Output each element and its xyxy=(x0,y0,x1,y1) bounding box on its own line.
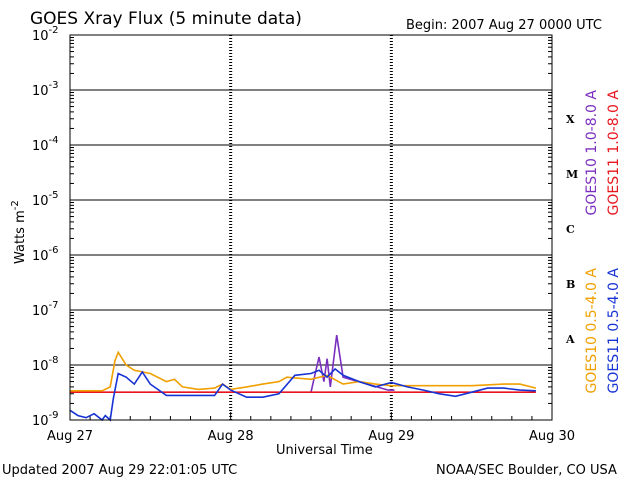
flare-class-labels: X M C B A xyxy=(565,113,578,346)
axis-ticks xyxy=(69,37,553,420)
x-tick-labels: Aug 27 Aug 28 Aug 29 Aug 30 xyxy=(47,429,575,444)
y-tick-label: 10-3 xyxy=(32,80,59,99)
credit: NOAA/SEC Boulder, CO USA xyxy=(436,463,617,478)
legend: GOES10 1.0-8.0 A GOES11 1.0-8.0 A GOES10 0… xyxy=(584,90,622,394)
y-tick-label: 10-4 xyxy=(32,135,59,154)
flare-class-label: M xyxy=(566,168,578,181)
y-tick-label: 10-8 xyxy=(32,355,59,374)
flare-class-label: A xyxy=(565,333,575,346)
x-tick-label: Aug 30 xyxy=(529,429,575,444)
svg-text:Watts m-2: Watts m-2 xyxy=(10,200,28,264)
plot-frame xyxy=(69,34,553,421)
begin-date: Begin: 2007 Aug 27 0000 UTC xyxy=(406,18,602,33)
legend-entry: GOES10 1.0-8.0 A xyxy=(584,90,600,216)
legend-label: GOES11 0.5-4.0 A xyxy=(606,268,622,394)
legend-label: GOES10 1.0-8.0 A xyxy=(584,90,600,216)
y-axis-label-exponent: -2 xyxy=(10,200,21,210)
data-series xyxy=(69,334,537,422)
updated-timestamp: Updated 2007 Aug 29 22:01:05 UTC xyxy=(2,463,237,478)
y-axis-label-base: Watts m xyxy=(13,210,28,264)
grid-lines xyxy=(70,34,552,421)
y-tick-label: 10-5 xyxy=(32,190,59,209)
legend-entry: GOES10 0.5-4.0 A xyxy=(584,268,600,394)
y-axis-label: Watts m-2 xyxy=(10,200,28,264)
y-tick-label: 10-9 xyxy=(32,410,59,429)
legend-label: GOES11 1.0-8.0 A xyxy=(606,90,622,216)
flare-class-label: X xyxy=(566,113,575,126)
day-boundary-dashes xyxy=(229,35,393,420)
x-tick-label: Aug 29 xyxy=(368,429,414,444)
y-tick-label: 10-6 xyxy=(32,245,59,264)
y-tick-labels: 10-2 10-3 10-4 10-5 10-6 10-7 10-8 10-9 xyxy=(32,25,59,429)
legend-entry: GOES11 1.0-8.0 A xyxy=(606,90,622,216)
x-axis-label: Universal Time xyxy=(276,443,373,458)
x-tick-label: Aug 28 xyxy=(208,429,254,444)
chart-title: GOES Xray Flux (5 minute data) xyxy=(30,9,302,29)
flare-class-label: B xyxy=(566,278,575,291)
legend-label: GOES10 0.5-4.0 A xyxy=(584,268,600,394)
x-tick-label: Aug 27 xyxy=(47,429,93,444)
series-line xyxy=(69,367,536,422)
series-line xyxy=(310,334,395,393)
series-line xyxy=(70,350,537,392)
flare-class-label: C xyxy=(566,223,575,236)
y-tick-label: 10-2 xyxy=(32,25,59,44)
legend-entry: GOES11 0.5-4.0 A xyxy=(606,268,622,394)
y-tick-label: 10-7 xyxy=(32,300,59,319)
